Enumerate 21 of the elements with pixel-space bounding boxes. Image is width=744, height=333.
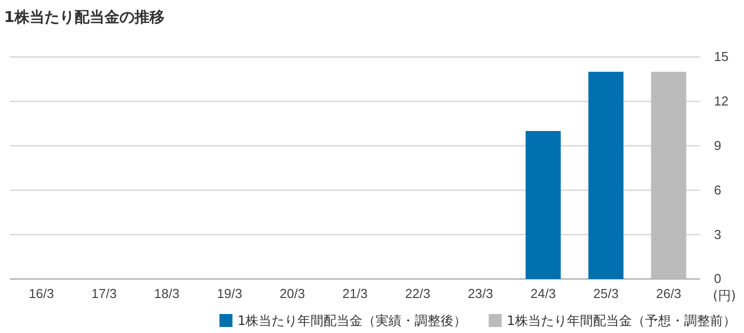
y-tick-label: 0 [714,271,722,286]
x-tick-label: 20/3 [280,286,305,302]
legend-label: 1株当たり年間配当金（実績・調整後） [237,313,467,329]
x-tick-label: 18/3 [154,286,180,302]
y-tick-label: 12 [714,94,728,109]
x-tick-label: 17/3 [91,286,117,302]
x-tick-label: 24/3 [530,286,556,302]
y-tick-label: 6 [714,182,722,198]
x-tick-label: 26/3 [656,286,682,302]
y-axis-title: (円) [712,289,736,304]
y-tick-label: 15 [714,49,728,64]
chart-title: 1株当たり配当金の推移 [4,8,164,26]
x-tick-label: 19/3 [216,286,242,302]
x-tick-label: 25/3 [593,286,619,302]
y-tick-label: 3 [714,226,722,242]
y-tick-label: 9 [714,138,722,153]
x-tick-label: 22/3 [405,286,430,302]
x-tick-label: 23/3 [468,286,494,302]
legend-label: 1株当たり年間配当金（予想・調整前） [506,314,736,329]
x-tick-label: 16/3 [28,286,54,302]
x-tick-label: 21/3 [342,286,368,302]
